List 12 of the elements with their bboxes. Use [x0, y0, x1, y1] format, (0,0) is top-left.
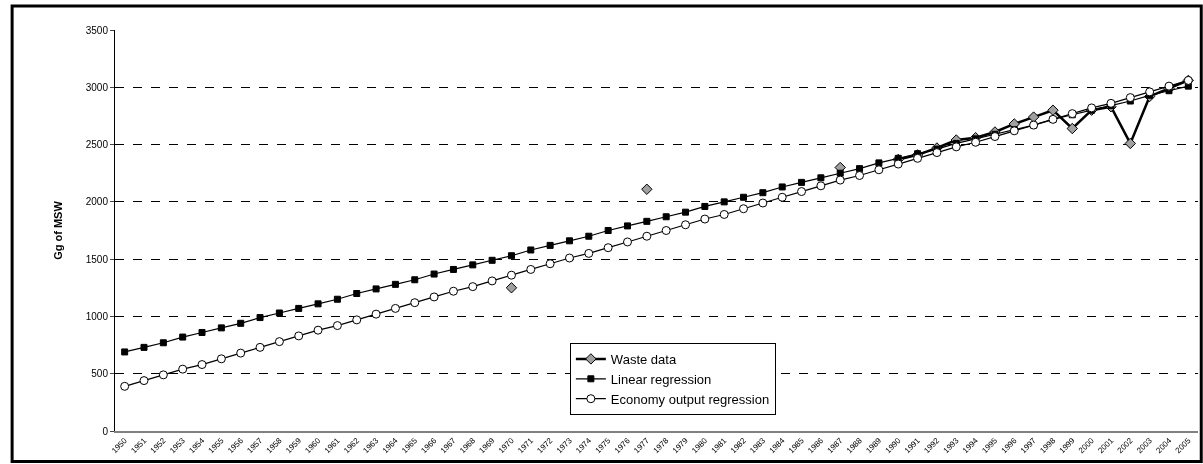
y-tick-label: 0 — [102, 425, 109, 437]
legend-label: Waste data — [610, 351, 677, 367]
y-axis-title: Gg of MSW — [52, 200, 65, 260]
y-tick-label: 1000 — [85, 310, 109, 322]
y-tick-label: 2500 — [85, 139, 109, 151]
y-tick-label: 500 — [91, 368, 109, 380]
y-tick-label: 3000 — [85, 81, 109, 93]
y-tick-label: 1500 — [85, 253, 109, 265]
legend-label: Linear regression — [610, 371, 712, 387]
legend-label: Economy output regression — [610, 391, 770, 407]
y-tick-label: 2000 — [85, 196, 109, 208]
y-tick-label: 3500 — [85, 24, 109, 36]
